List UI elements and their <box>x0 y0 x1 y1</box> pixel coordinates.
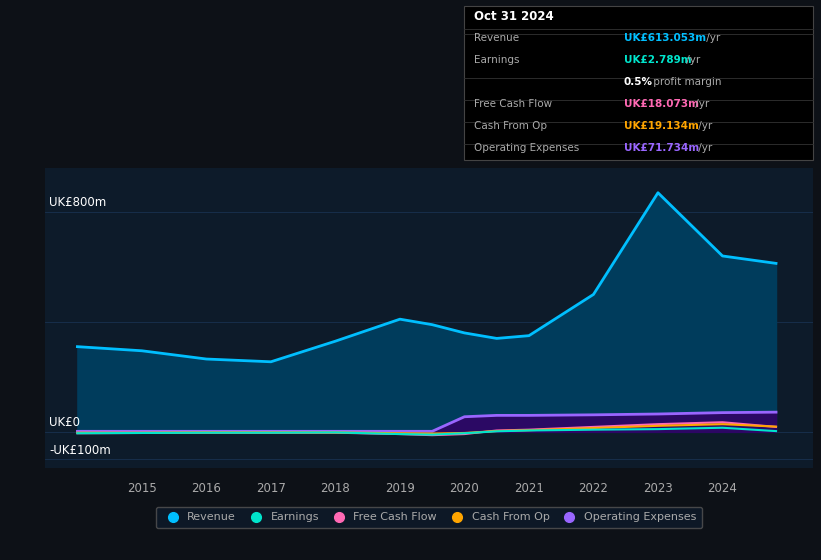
Text: -UK£100m: -UK£100m <box>49 444 111 456</box>
Text: 2022: 2022 <box>579 482 608 494</box>
Text: Free Cash Flow: Free Cash Flow <box>474 99 552 109</box>
Legend: Revenue, Earnings, Free Cash Flow, Cash From Op, Operating Expenses: Revenue, Earnings, Free Cash Flow, Cash … <box>156 507 702 528</box>
Text: UK£18.073m: UK£18.073m <box>624 99 699 109</box>
Text: UK£71.734m: UK£71.734m <box>624 142 699 152</box>
Text: /yr: /yr <box>683 54 700 64</box>
Text: 2017: 2017 <box>256 482 286 494</box>
Text: 2024: 2024 <box>708 482 737 494</box>
Text: UK£0: UK£0 <box>49 416 80 429</box>
Text: Earnings: Earnings <box>474 54 519 64</box>
Text: /yr: /yr <box>695 142 712 152</box>
Text: UK£2.789m: UK£2.789m <box>624 54 691 64</box>
Text: UK£800m: UK£800m <box>49 196 107 209</box>
Text: /yr: /yr <box>703 32 720 43</box>
Text: 2021: 2021 <box>514 482 544 494</box>
Text: 2015: 2015 <box>127 482 157 494</box>
Text: Revenue: Revenue <box>474 32 519 43</box>
Text: 2016: 2016 <box>191 482 222 494</box>
Text: 2020: 2020 <box>450 482 479 494</box>
Text: Operating Expenses: Operating Expenses <box>474 142 579 152</box>
Text: profit margin: profit margin <box>650 77 722 86</box>
Text: /yr: /yr <box>695 120 712 130</box>
Text: 2018: 2018 <box>320 482 351 494</box>
Text: 0.5%: 0.5% <box>624 77 653 86</box>
Text: 2019: 2019 <box>385 482 415 494</box>
Text: Cash From Op: Cash From Op <box>474 120 547 130</box>
Text: 2023: 2023 <box>643 482 673 494</box>
Text: UK£613.053m: UK£613.053m <box>624 32 706 43</box>
Text: Oct 31 2024: Oct 31 2024 <box>474 10 553 23</box>
Text: /yr: /yr <box>692 99 709 109</box>
Text: UK£19.134m: UK£19.134m <box>624 120 699 130</box>
